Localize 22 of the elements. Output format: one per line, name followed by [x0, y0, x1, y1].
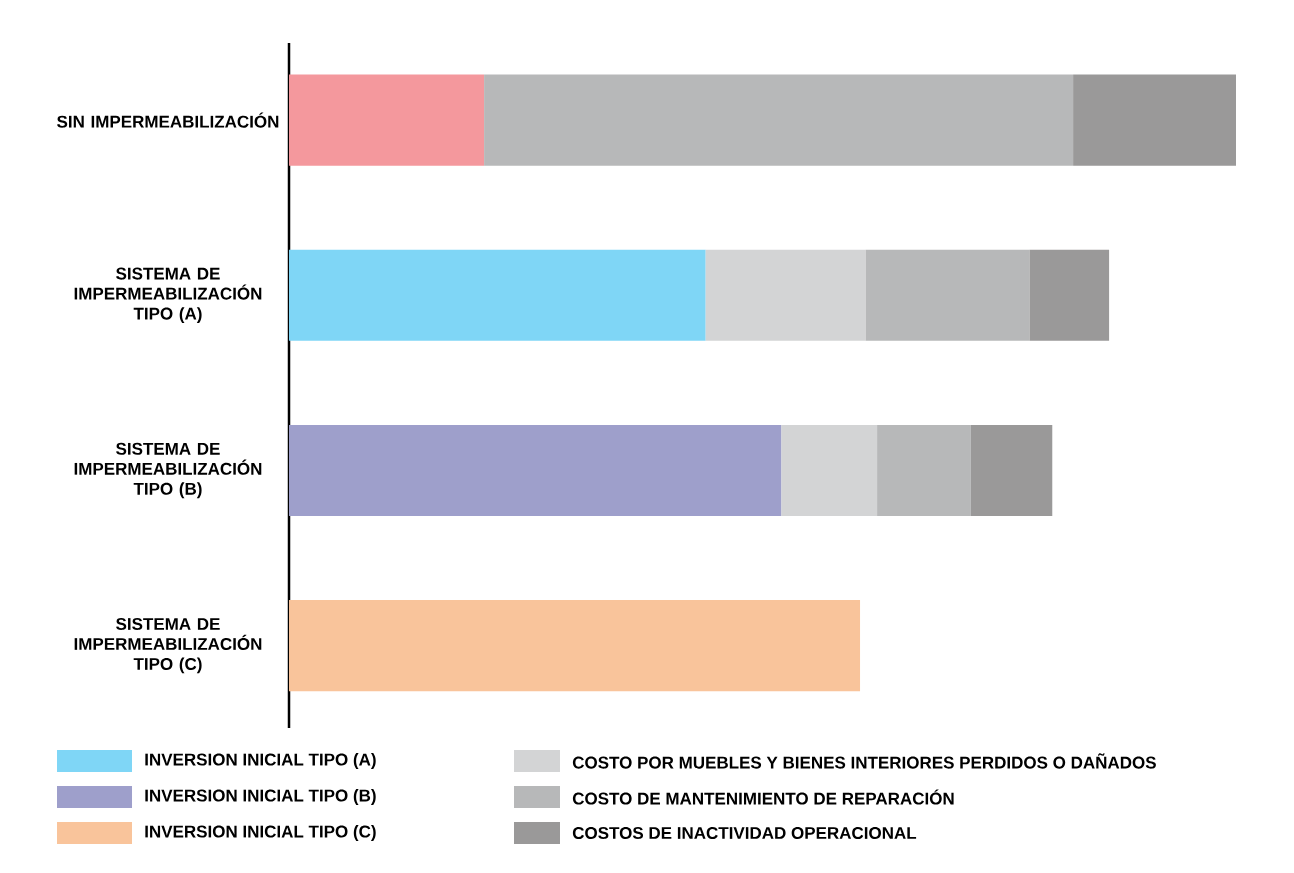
y-tick-label: SISTEMA DE IMPERMEABILIZACIÓN TIPO (A): [74, 267, 262, 323]
bar: [289, 249, 706, 341]
legend-label: INVERSION INICIAL TIPO (A): [145, 753, 376, 769]
bar: [484, 74, 1074, 166]
bar: [289, 600, 861, 692]
legend-label: INVERSION INICIAL TIPO (C): [145, 825, 376, 841]
legend-label: INVERSION INICIAL TIPO (B): [145, 789, 376, 805]
legend-label: COSTO DE MANTENIMIENTO DE REPARACIÓN: [572, 789, 954, 805]
bar: [1073, 74, 1236, 166]
bar: [289, 74, 485, 166]
bar: [289, 424, 782, 517]
bar: [970, 424, 1053, 517]
bar: [781, 424, 878, 517]
bar: [865, 249, 1030, 341]
bar: [877, 424, 971, 517]
y-tick-label: SISTEMA DE IMPERMEABILIZACIÓN TIPO (B): [74, 442, 262, 499]
legend-label: COSTOS DE INACTIVIDAD OPERACIONAL: [572, 826, 917, 840]
bar: [705, 249, 866, 341]
bar: [1029, 249, 1110, 341]
y-tick-label: SIN IMPERMEABILIZACIÓN: [57, 112, 279, 128]
y-tick-label: SISTEMA DE IMPERMEABILIZACIÓN TIPO (C): [74, 617, 262, 674]
legend-label: COSTO POR MUEBLES Y BIENES INTERIORES PERDIDOS O DAÑADOS: [572, 753, 1156, 769]
